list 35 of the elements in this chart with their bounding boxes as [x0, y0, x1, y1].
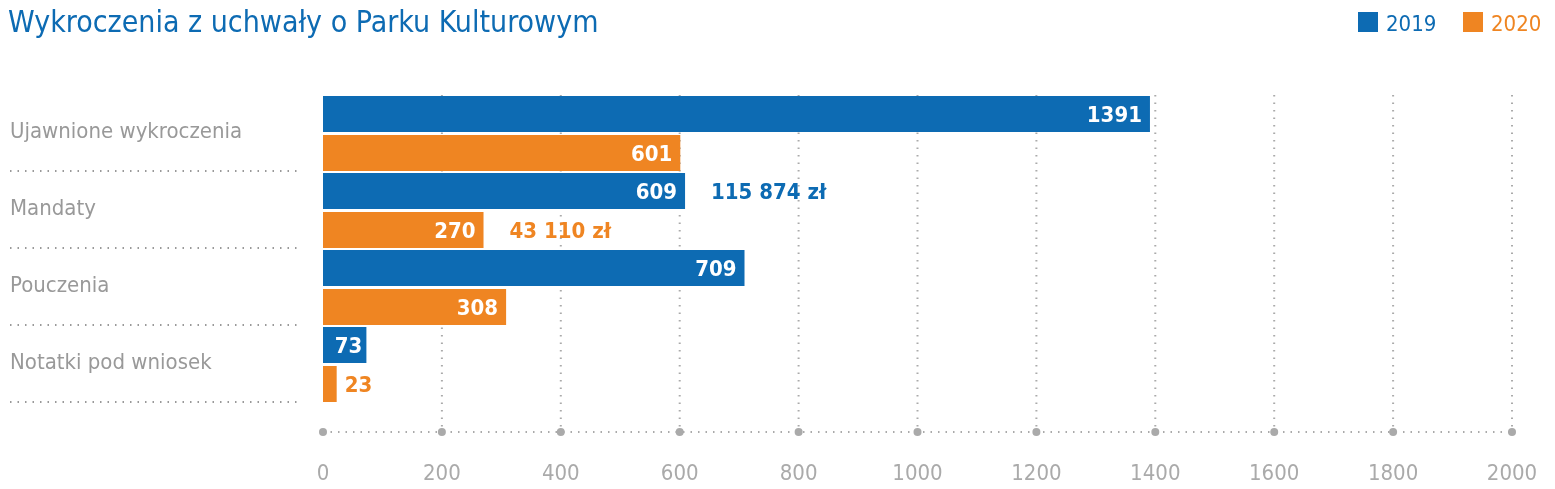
chart-title: Wykroczenia z uchwały o Parku Kulturowym — [8, 4, 599, 39]
data-label: 709 — [695, 256, 737, 281]
y-tick-label: Mandaty — [10, 195, 97, 220]
data-label: 609 — [635, 179, 678, 204]
data-label: 601 — [630, 141, 673, 166]
x-tick-label: 600 — [660, 460, 699, 485]
bar — [323, 366, 337, 402]
data-label: 23 — [344, 372, 373, 397]
x-tick-label: 1800 — [1367, 460, 1419, 485]
y-tick-label: Pouczenia — [10, 272, 110, 297]
bar — [323, 135, 681, 171]
x-tick-label: 1400 — [1130, 460, 1181, 485]
y-tick-label: Notatki pod wniosek — [10, 349, 213, 374]
annotation: 115 874 zł — [711, 179, 827, 204]
x-tick-label: 2000 — [1486, 460, 1538, 485]
x-tick-label: 1600 — [1249, 460, 1300, 485]
data-label: 308 — [456, 295, 499, 320]
x-tick-label: 200 — [423, 460, 461, 485]
bar — [323, 212, 484, 248]
bar — [323, 289, 507, 325]
x-tick-label: 0 — [316, 460, 330, 485]
y-tick-label: Ujawnione wykroczenia — [10, 118, 243, 143]
x-tick-label: 400 — [541, 460, 580, 485]
bar — [323, 250, 745, 286]
data-label: 270 — [434, 218, 476, 243]
bar — [323, 96, 1150, 132]
annotation: 43 110 zł — [509, 218, 612, 243]
legend-label: 2019 — [1386, 11, 1437, 36]
x-tick-label: 800 — [779, 460, 818, 485]
x-tick-label: 1000 — [892, 460, 943, 485]
bar — [323, 173, 686, 209]
legend-label: 2020 — [1491, 11, 1542, 36]
x-tick-label: 1200 — [1011, 460, 1062, 485]
data-label: 1391 — [1086, 102, 1142, 127]
data-label: 73 — [334, 333, 363, 358]
